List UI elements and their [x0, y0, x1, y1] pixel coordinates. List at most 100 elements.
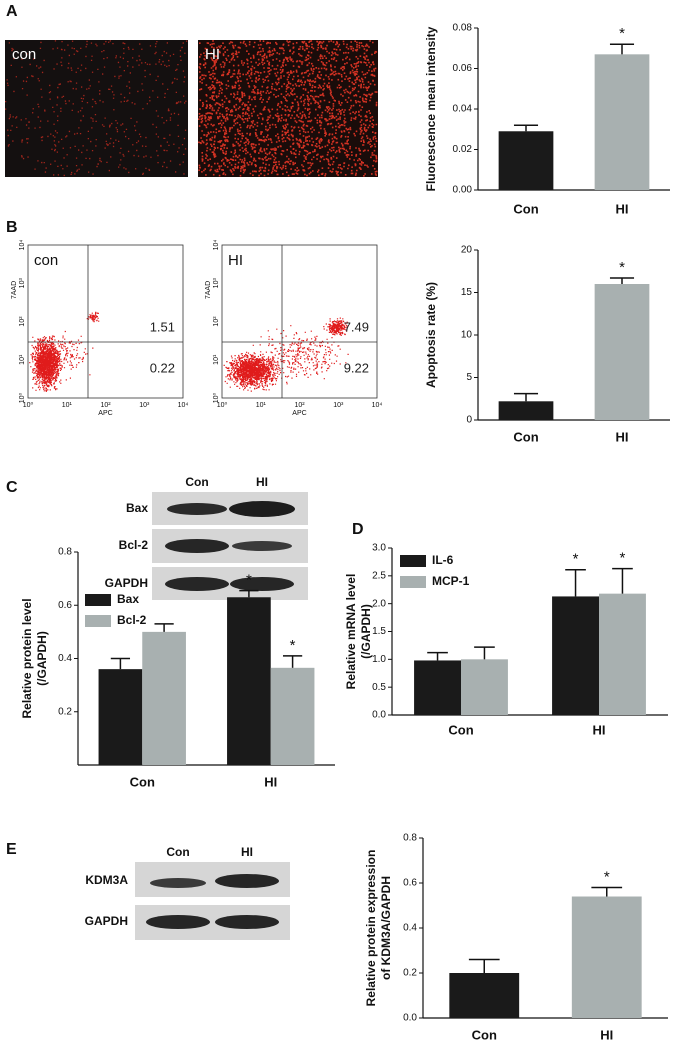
- y-tick-label: 0.2: [58, 706, 72, 717]
- y-tick-label: 0.4: [403, 923, 417, 934]
- y-axis-label: Relative mRNA level: [344, 574, 358, 690]
- y-tick-label: 3.0: [372, 543, 386, 554]
- flow-x-tick: 10²: [294, 402, 305, 409]
- quadrant-value: 1.51: [150, 319, 175, 334]
- flow-events: [223, 317, 349, 392]
- blot-column: Con: [185, 475, 208, 489]
- flow-x-tick: 10¹: [256, 402, 267, 409]
- x-tick-label: Con: [130, 774, 155, 789]
- y-tick-label: 2.5: [372, 570, 386, 581]
- y-tick-label: 0.8: [58, 547, 72, 558]
- flow-x-axis: APC: [98, 410, 112, 417]
- x-tick-label: HI: [593, 722, 606, 737]
- blot-row: Bax: [126, 501, 148, 515]
- band: [230, 577, 294, 591]
- flow-x-tick: 10²: [100, 402, 111, 409]
- speckles: [198, 40, 378, 177]
- legend-label: Bcl-2: [117, 613, 147, 627]
- legend-label: MCP-1: [432, 574, 470, 588]
- flow-y-tick: 10²: [213, 316, 220, 327]
- panel-letter: E: [6, 841, 17, 858]
- bar: [449, 973, 520, 1018]
- flow-x-axis: APC: [292, 410, 306, 417]
- flow-x-tick: 10³: [333, 402, 344, 409]
- flow-x-tick: 10³: [139, 402, 150, 409]
- significance: *: [246, 572, 252, 589]
- blot-column: Con: [166, 845, 189, 859]
- y-tick-label: 0.02: [453, 144, 473, 155]
- y-tick-label: 0.00: [453, 185, 473, 196]
- bar: [498, 131, 554, 190]
- y-axis-label: (/GAPDH): [35, 631, 49, 686]
- x-tick-label: Con: [448, 722, 473, 737]
- band: [165, 539, 229, 553]
- y-tick-label: 0.04: [453, 104, 473, 115]
- x-tick-label: HI: [264, 774, 277, 789]
- blot-row: GAPDH: [85, 914, 128, 928]
- band: [146, 915, 210, 929]
- image-label: con: [12, 46, 36, 63]
- bar: [142, 631, 186, 765]
- significance: *: [604, 868, 610, 885]
- flow-y-tick: 10⁴: [19, 240, 26, 251]
- y-axis-label: Fluorescence mean intensity: [424, 26, 438, 191]
- bar: [270, 667, 315, 765]
- significance: *: [619, 259, 625, 276]
- blot-row: Bcl-2: [119, 538, 149, 552]
- bar: [498, 401, 554, 420]
- x-tick-label: HI: [600, 1027, 613, 1042]
- y-tick-label: 20: [461, 245, 473, 256]
- y-tick-label: 0: [466, 415, 472, 426]
- bar: [594, 284, 650, 420]
- panel-letter: D: [352, 521, 364, 538]
- y-axis-label: of KDM3A/GAPDH: [379, 876, 393, 980]
- y-tick-label: 0.0: [403, 1013, 417, 1024]
- y-tick-label: 5: [466, 372, 472, 383]
- bar: [552, 596, 599, 715]
- flow-y-tick: 10⁰: [212, 393, 220, 404]
- x-tick-label: HI: [616, 201, 629, 216]
- band: [229, 501, 295, 517]
- flow-y-axis: 7AAD: [11, 281, 18, 299]
- flow-x-tick: 10⁴: [178, 402, 189, 409]
- y-axis-label: Relative protein expression: [364, 850, 378, 1007]
- flow-x-tick: 10⁴: [372, 402, 383, 409]
- legend-swatch: [400, 576, 426, 588]
- y-tick-label: 0.08: [453, 23, 473, 34]
- y-tick-label: 10: [461, 330, 473, 341]
- significance: *: [290, 637, 296, 654]
- y-tick-label: 0.2: [403, 968, 417, 979]
- flow-y-tick: 10¹: [213, 354, 220, 365]
- legend-label: IL-6: [432, 553, 454, 567]
- y-axis-label: (/GAPDH): [359, 604, 373, 659]
- blot-column: HI: [256, 475, 268, 489]
- panel-letter: A: [6, 3, 18, 20]
- flow-label: HI: [228, 252, 243, 269]
- flow-y-tick: 10⁰: [18, 393, 26, 404]
- band: [150, 878, 206, 888]
- western-blot: Con HI Bax Bcl-2 GAPDH: [105, 475, 308, 600]
- image-label: HI: [205, 46, 220, 63]
- bar: [227, 597, 271, 765]
- flow-y-axis: 7AAD: [205, 281, 212, 299]
- quadrant-value: 0.22: [150, 360, 175, 375]
- x-tick-label: Con: [513, 429, 538, 444]
- legend-swatch: [85, 615, 111, 627]
- y-tick-label: 0.6: [403, 878, 417, 889]
- bar: [98, 669, 143, 765]
- y-tick-label: 0.6: [58, 600, 72, 611]
- flow-y-tick: 10⁴: [213, 240, 220, 251]
- y-tick-label: 15: [461, 287, 473, 298]
- flow-events: [29, 311, 100, 392]
- y-tick-label: 0.06: [453, 63, 473, 74]
- y-tick-label: 2.0: [372, 598, 386, 609]
- x-tick-label: HI: [616, 429, 629, 444]
- band: [167, 503, 227, 515]
- bar: [414, 660, 461, 715]
- flow-y-tick: 10³: [213, 278, 220, 289]
- blot-column: HI: [241, 845, 253, 859]
- bar: [461, 659, 508, 715]
- flow-x-tick: 10¹: [62, 402, 73, 409]
- band: [232, 541, 292, 551]
